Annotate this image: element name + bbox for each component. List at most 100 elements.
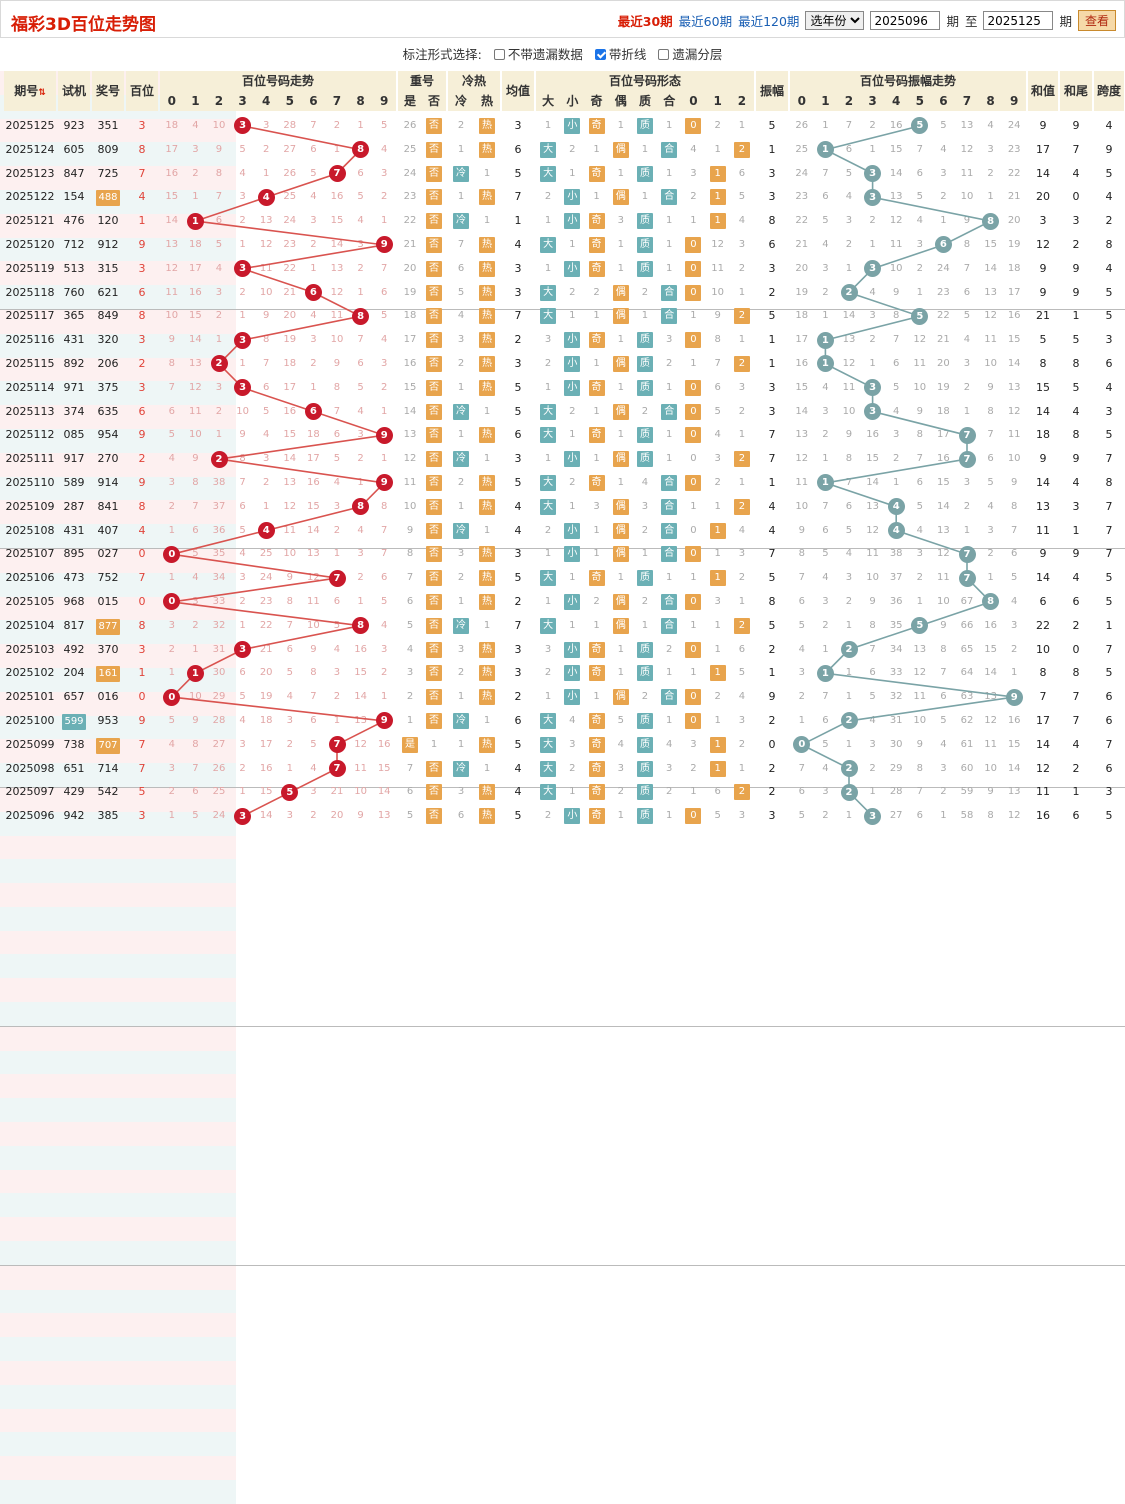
hundreds-digit-cell: 2 — [138, 452, 146, 466]
form-cell: 2 — [544, 810, 552, 822]
trend-missing-cell: 1 — [192, 643, 199, 655]
repeat-cell: 13 — [403, 429, 417, 441]
hundreds-digit-cell: 3 — [138, 809, 146, 823]
amplitude-missing-cell: 15 — [1007, 334, 1021, 346]
form-cell: 1 — [593, 691, 600, 703]
hot-cold-cell: 热 — [474, 807, 500, 825]
trend-missing-cell: 2 — [168, 643, 175, 655]
hot-cold-cell: 1 — [483, 453, 491, 465]
form-cell: 3 — [690, 167, 697, 179]
trend-missing-cell: 19 — [259, 691, 273, 703]
amplitude-missing-cell: 6 — [869, 667, 876, 679]
form-cell: 4 — [569, 715, 576, 726]
average-cell: 5 — [514, 809, 522, 823]
form-cell: 3 — [544, 643, 552, 655]
form-cell: 4 — [714, 429, 721, 441]
amplitude-missing-cell: 1 — [916, 286, 923, 298]
repeat-tag: 否 — [426, 356, 442, 372]
hot-cold-cell: 1 — [483, 167, 491, 179]
hot-cold-cell: 冷 — [448, 522, 474, 539]
option-layered[interactable]: 遗漏分层 — [658, 47, 722, 62]
form-tag: 奇 — [588, 808, 605, 825]
prize-number-cell: 385 — [92, 807, 124, 824]
average-cell: 3 — [514, 666, 522, 680]
trend-missing-cell: 17 — [259, 738, 273, 750]
option-no-missing[interactable]: 不带遗漏数据 — [493, 47, 583, 62]
form-tag: 2 — [733, 356, 750, 372]
trend-missing-cell: 12 — [259, 239, 273, 250]
trend-missing-cell: 14 — [259, 810, 273, 822]
trend-missing-cell: 2 — [192, 167, 199, 179]
test-number-cell: 738 — [63, 737, 85, 751]
form-cell: 2 — [730, 617, 754, 634]
trend-ball: 0 — [163, 688, 181, 706]
option-polyline[interactable]: 带折线 — [594, 47, 646, 62]
amplitude-missing-cell: 2 — [963, 500, 971, 512]
trend-missing-cell: 9 — [310, 643, 317, 655]
form-cell: 1 — [641, 143, 649, 155]
test-number-cell: 817 — [63, 618, 85, 632]
trend-ball: 6 — [304, 403, 322, 420]
form-cell: 1 — [738, 762, 746, 774]
form-cell: 大 — [536, 165, 560, 182]
prize-number: 027 — [97, 547, 119, 561]
form-cell: 质 — [633, 783, 657, 801]
amplitude-missing-cell: 16 — [866, 429, 879, 441]
sort-arrows-icon[interactable]: ⇅ — [38, 88, 46, 98]
trend-row-bg — [0, 835, 236, 860]
period-cell: 2025117 — [5, 309, 55, 323]
form-cell: 偶 — [609, 688, 633, 706]
trend-ball: 7 — [328, 165, 346, 182]
amplitude-missing-cell: 12 — [984, 310, 997, 322]
trend-missing-cell: 14 — [189, 334, 202, 346]
repeat-cell: 11 — [403, 477, 417, 488]
to-unit-label: 期 — [1059, 14, 1072, 29]
trend-missing-cell: 10 — [354, 786, 367, 798]
form-cell: 奇 — [584, 641, 608, 658]
form-cell: 1 — [593, 524, 600, 536]
trend-missing-cell: 2 — [357, 262, 364, 274]
trend-missing-cell: 4 — [239, 167, 246, 179]
sum-cell: 14 — [1036, 166, 1050, 180]
trend-missing-cell: 5 — [263, 405, 270, 417]
checkbox-checked-icon[interactable] — [594, 49, 606, 60]
form-tag: 奇 — [588, 260, 605, 277]
form-cell: 1 — [544, 548, 552, 560]
trend-missing-cell: 25 — [259, 548, 273, 560]
checkbox-icon[interactable] — [493, 49, 505, 60]
span-cell: 3 — [1105, 785, 1113, 799]
hundreds-digit-cell: 8 — [138, 618, 146, 632]
repeat-tag: 否 — [426, 808, 442, 825]
repeat-cell: 否 — [422, 569, 446, 587]
checkbox-icon[interactable] — [658, 49, 670, 60]
subheader-hot: 冷 — [448, 91, 474, 111]
trend-missing-cell: 3 — [333, 667, 341, 679]
amplitude-missing-cell: 18 — [1007, 262, 1021, 274]
form-tag: 合 — [661, 284, 678, 301]
header-p[interactable]: 期号⇅ — [4, 71, 56, 111]
average-cell: 4 — [514, 761, 522, 775]
trend-missing-cell: 4 — [357, 405, 364, 417]
form-cell: 0 — [681, 284, 705, 301]
amplitude-missing-cell: 6 — [822, 191, 829, 203]
from-period-input[interactable] — [870, 11, 941, 30]
query-button[interactable]: 查看 — [1077, 10, 1116, 31]
amplitude-missing-cell: 13 — [866, 500, 879, 512]
form-cell: 合 — [657, 307, 681, 325]
period-60-link[interactable]: 最近60期 — [678, 14, 733, 29]
amplitude-missing-cell: 2 — [987, 548, 994, 560]
amplitude-cell: 3 — [768, 404, 776, 418]
form-cell: 8 — [714, 334, 721, 346]
amplitude-missing-cell: 23 — [795, 191, 809, 203]
trend-missing-cell: 1 — [357, 477, 364, 488]
amplitude-missing-cell: 1 — [822, 453, 829, 465]
period-30-link[interactable]: 最近30期 — [617, 14, 673, 29]
year-select[interactable]: 选年份 — [805, 11, 865, 30]
to-period-input[interactable] — [983, 11, 1054, 30]
amplitude-ball: 4 — [887, 498, 905, 516]
repeat-cell: 否 — [422, 236, 446, 253]
form-cell: 2 — [730, 355, 754, 372]
trend-missing-cell: 6 — [263, 381, 270, 393]
amplitude-cell: 7 — [768, 547, 776, 561]
period-120-link[interactable]: 最近120期 — [738, 14, 800, 29]
